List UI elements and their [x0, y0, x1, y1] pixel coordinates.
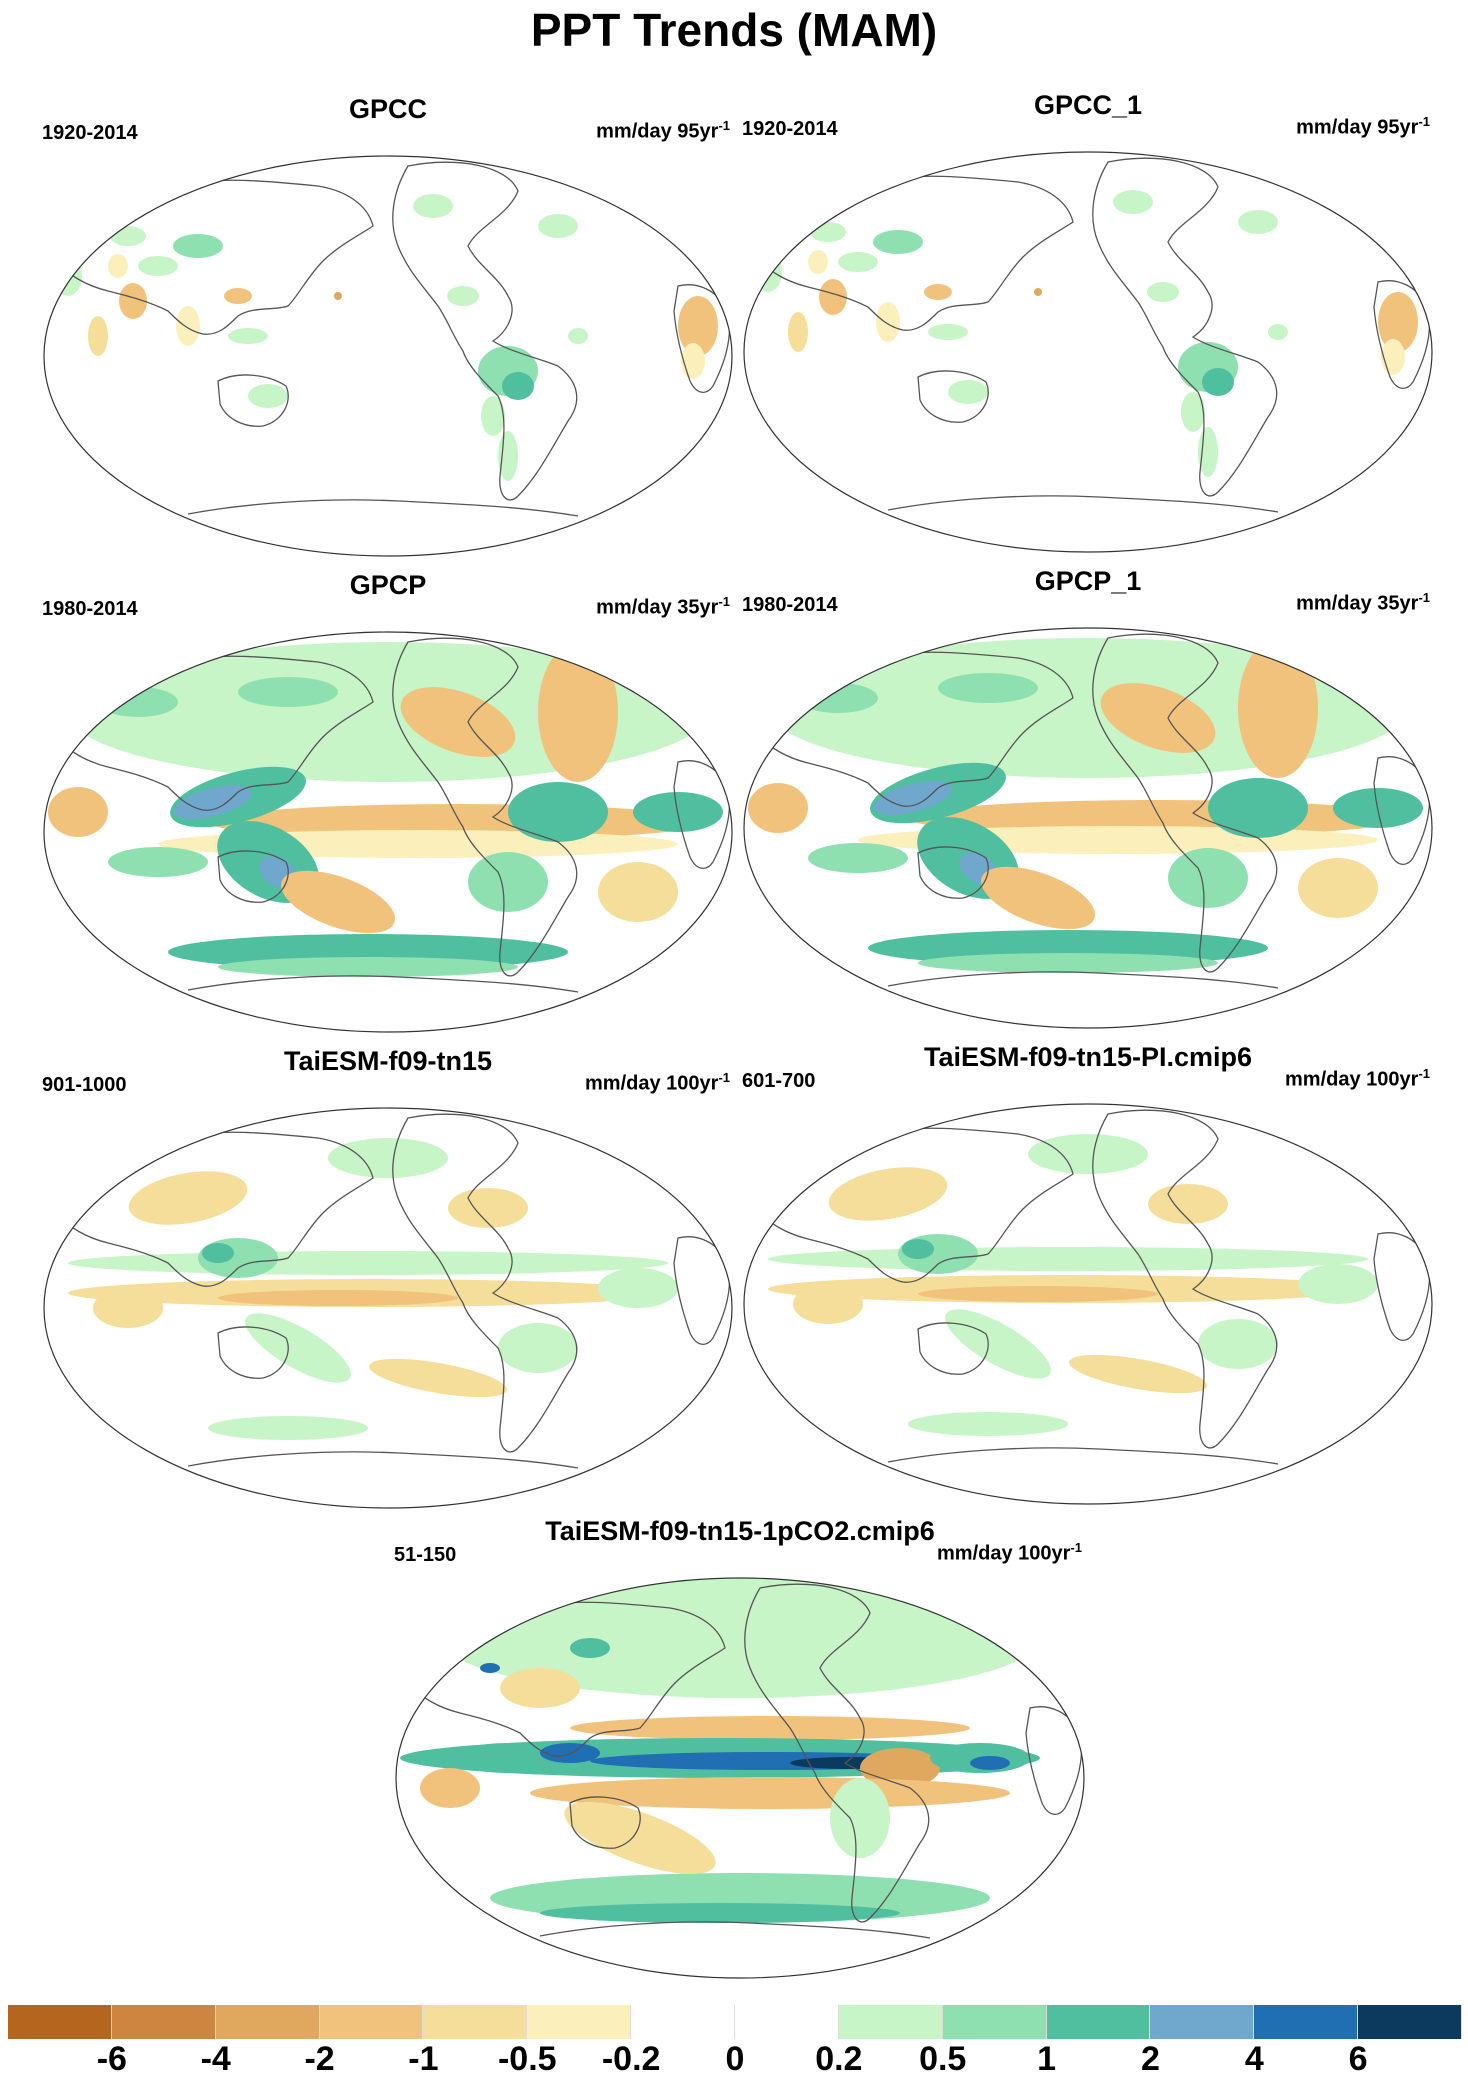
precip-trend-field: [54, 189, 718, 481]
panel-gpcp: GPCP 1980-2014 mm/day 35yr-1: [38, 570, 738, 1042]
units-text: mm/day 100yr: [585, 1072, 719, 1095]
map-plot: [43, 155, 733, 557]
map-plot: [395, 1577, 1085, 1979]
panel-title: TaiESM-f09-tn15-1pCO2.cmip6: [545, 1516, 935, 1546]
units-text: mm/day 35yr: [1296, 592, 1419, 615]
period-label: 901-1000: [42, 1074, 127, 1096]
units-label: mm/day 35yr-1: [1296, 590, 1430, 616]
map-plot: [743, 627, 1433, 1029]
period-label: 1920-2014: [42, 122, 138, 144]
colorbar-tick-label: -0.2: [601, 2040, 661, 2078]
panel-gpcp-1: GPCP_1 1980-2014 mm/day 35yr-1: [738, 566, 1438, 1038]
period-label: 1920-2014: [742, 118, 838, 140]
colorbar-swatch: [942, 2005, 1047, 2039]
colorbar-tick-label: 4: [1244, 2040, 1264, 2078]
precip-trend-field: [748, 638, 1423, 973]
map-plot: [743, 151, 1433, 553]
map-plot: [43, 631, 733, 1033]
units-text: mm/day 95yr: [596, 120, 719, 143]
colorbar-swatch: [631, 2005, 735, 2039]
units-exponent: -1: [1418, 1066, 1430, 1081]
colorbar-swatch: [1254, 2005, 1359, 2039]
map-frame: [395, 1577, 1085, 1979]
colorbar-tick-label: -2: [304, 2040, 335, 2078]
units-label: mm/day 100yr-1: [585, 1070, 730, 1096]
period-label: 51-150: [394, 1544, 457, 1566]
figure-title: PPT Trends (MAM): [530, 4, 938, 56]
period-label: 1980-2014: [42, 598, 138, 620]
panel-title: GPCC_1: [1033, 90, 1143, 120]
panel-title: GPCP: [349, 570, 427, 600]
period-label: 601-700: [742, 1070, 816, 1092]
units-text: mm/day 100yr: [1285, 1068, 1419, 1091]
map-plot: [743, 1103, 1433, 1505]
colorbar-swatch: [8, 2005, 112, 2039]
colorbar-tick-label: -1: [408, 2040, 439, 2078]
colorbar-swatch: [423, 2005, 528, 2039]
colorbar-swatch: [1150, 2005, 1255, 2039]
precip-trend-field: [48, 642, 723, 977]
map-frame: [743, 1103, 1433, 1505]
map-plot: [43, 1107, 733, 1509]
units-label: mm/day 35yr-1: [596, 594, 730, 620]
panel-gpcc-1: GPCC_1 1920-2014 mm/day 95yr-1: [738, 90, 1438, 562]
units-label: mm/day 95yr-1: [1296, 114, 1430, 140]
colorbar-swatch: [319, 2005, 424, 2039]
map-frame: [43, 155, 733, 557]
units-label: mm/day 95yr-1: [596, 118, 730, 144]
units-exponent: -1: [718, 594, 730, 609]
units-exponent: -1: [718, 1070, 730, 1085]
units-text: mm/day 100yr: [937, 1542, 1071, 1565]
map-frame: [43, 1107, 733, 1509]
colorbar: [8, 2005, 1462, 2039]
colorbar-swatch: [111, 2005, 216, 2039]
colorbar-swatch: [215, 2005, 320, 2039]
colorbar-tick-label: -4: [200, 2040, 231, 2078]
period-label: 1980-2014: [742, 594, 838, 616]
units-text: mm/day 95yr: [1296, 116, 1419, 139]
units-exponent: -1: [1418, 114, 1430, 129]
colorbar-swatch: [1358, 2005, 1462, 2039]
colorbar-tick-label: 1: [1037, 2040, 1057, 2078]
panel-title: TaiESM-f09-tn15-PI.cmip6: [923, 1042, 1253, 1072]
coastlines: [757, 157, 1431, 513]
units-exponent: -1: [1418, 590, 1430, 605]
colorbar-swatch: [1046, 2005, 1151, 2039]
colorbar-tick-label: 0.5: [919, 2040, 967, 2078]
colorbar-tick-label: 0: [725, 2040, 745, 2078]
map-frame: [743, 151, 1433, 553]
colorbar-tick-label: 6: [1348, 2040, 1368, 2078]
colorbar-tick-label: 2: [1140, 2040, 1160, 2078]
units-exponent: -1: [718, 118, 730, 133]
units-text: mm/day 35yr: [596, 596, 719, 619]
map-frame: [43, 631, 733, 1033]
units-label: mm/day 100yr-1: [937, 1540, 1082, 1566]
precip-trend-field: [68, 1138, 678, 1440]
colorbar-swatch: [735, 2005, 839, 2039]
colorbar-swatch: [527, 2005, 632, 2039]
panel-gpcc: GPCC 1920-2014 mm/day 95yr-1: [38, 94, 738, 566]
panel-taiesm-pi-cmip6: TaiESM-f09-tn15-PI.cmip6 601-700 mm/day 10…: [738, 1042, 1438, 1514]
precip-trend-field: [768, 1134, 1378, 1436]
colorbar-tick-label: -0.5: [497, 2040, 557, 2078]
colorbar-tick-label: -6: [96, 2040, 127, 2078]
map-frame: [743, 627, 1433, 1029]
panel-title: GPCC: [348, 94, 427, 124]
colorbar-tick-label: 0.2: [815, 2040, 863, 2078]
panel-taiesm-f09-tn15: TaiESM-f09-tn15 901-1000 mm/day 100yr-1: [38, 1046, 738, 1518]
panel-taiesm-1pco2-cmip6: TaiESM-f09-tn15-1pCO2.cmip6 51-150 mm/day …: [390, 1516, 1090, 1988]
panel-title: TaiESM-f09-tn15: [283, 1046, 493, 1076]
units-exponent: -1: [1070, 1540, 1082, 1555]
units-label: mm/day 100yr-1: [1285, 1066, 1430, 1092]
panel-title: GPCP_1: [1034, 566, 1142, 596]
precip-trend-field: [400, 1578, 1040, 1923]
colorbar-swatch: [838, 2005, 943, 2039]
